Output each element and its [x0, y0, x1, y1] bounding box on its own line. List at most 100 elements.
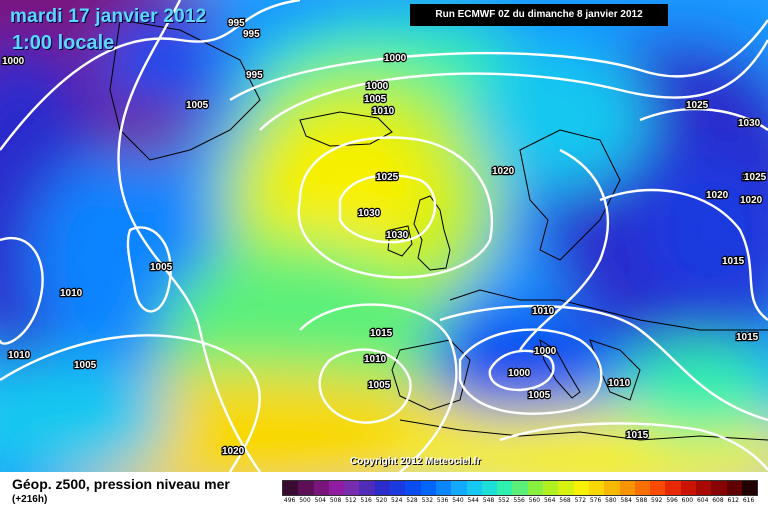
- isobar-label: 1010: [372, 106, 395, 117]
- ireland-coast: [387, 225, 413, 257]
- isobar-label: 1000: [534, 346, 557, 357]
- isobar-label: 1025: [376, 172, 399, 183]
- color-scale-swatch: [283, 481, 299, 495]
- color-scale-value: 512: [345, 497, 357, 504]
- isobar-labels: 995 995 995 1000 1000 1000 1005 1005 101…: [1, 17, 768, 458]
- isobar-label: 1030: [358, 208, 381, 219]
- color-scale-swatch: [313, 481, 329, 495]
- isobar-label: 1010: [608, 378, 631, 389]
- isobar-label: 1030: [738, 118, 761, 129]
- isobar-label: 1015: [626, 430, 649, 441]
- isobar-label: 995: [228, 18, 245, 29]
- color-scale-value: 560: [528, 497, 541, 504]
- color-scale-swatch: [466, 481, 482, 495]
- color-scale-swatch: [665, 481, 681, 495]
- color-scale-swatch: [741, 481, 758, 495]
- color-scale-value: 592: [651, 497, 663, 504]
- color-scale-swatch: [619, 481, 635, 495]
- isobar-label: 1015: [370, 328, 393, 339]
- color-scale-value: 612: [727, 497, 739, 504]
- color-scale-swatch: [558, 481, 574, 495]
- color-scale-swatch: [374, 481, 391, 495]
- color-scale-value: 528: [406, 497, 418, 504]
- color-scale-swatch: [711, 481, 727, 495]
- color-scale-swatch: [573, 481, 589, 495]
- model-run-label: Run ECMWF 0Z du dimanche 8 janvier 2012: [410, 4, 668, 26]
- isobar-label: 1020: [492, 166, 515, 177]
- color-scale-value: 524: [391, 497, 403, 504]
- color-scale-value: 588: [635, 497, 648, 504]
- africa-coast: [399, 419, 768, 441]
- color-scale-swatch: [650, 481, 666, 495]
- isobar-label: 1025: [742, 172, 765, 183]
- color-scale-swatch: [344, 481, 360, 495]
- isobar-label: 1015: [722, 256, 745, 267]
- geopotential-shading: [0, 0, 768, 472]
- isobar-label: 1025: [686, 100, 709, 111]
- copyright-notice: Copyright 2012 Meteociel.fr: [350, 456, 481, 467]
- legend-footer: Géop. z500, pression niveau mer (+216h) …: [0, 472, 768, 512]
- color-scale-swatch: [543, 481, 559, 495]
- color-scale-value: 584: [620, 497, 632, 504]
- color-scale-value: 516: [360, 497, 372, 504]
- legend-subtitle: (+216h): [12, 494, 48, 505]
- color-scale-value: 500: [299, 497, 311, 504]
- color-scale-swatch: [497, 481, 513, 495]
- color-scale-value: 540: [452, 497, 464, 504]
- color-scale-value: 580: [605, 497, 617, 504]
- isobar-label: 1005: [186, 100, 209, 111]
- isobar-label: 995: [246, 70, 263, 81]
- color-scale-value: 568: [559, 497, 571, 504]
- forecast-date: mardi 17 janvier 2012: [10, 6, 207, 27]
- isobar-label: 1005: [74, 360, 97, 371]
- color-scale-value: 532: [421, 497, 434, 504]
- color-scale-swatch: [451, 481, 467, 495]
- isobar-label: 1005: [528, 390, 551, 401]
- isobar-label: 1005: [150, 262, 173, 273]
- isobar-label: 1000: [2, 56, 25, 67]
- pressure-map: 995 995 995 1000 1000 1000 1005 1005 101…: [0, 0, 768, 472]
- isobar-label: 1000: [508, 368, 531, 379]
- color-scale-value: 496: [283, 497, 296, 504]
- isobar-label: 1020: [706, 190, 729, 201]
- color-scale-value: 508: [329, 497, 342, 504]
- color-scale-swatch: [435, 481, 452, 495]
- color-scale-value: 556: [513, 497, 525, 504]
- forecast-time: 1:00 locale: [12, 32, 115, 54]
- isobar-label: 1010: [364, 354, 387, 365]
- color-scale-value: 576: [589, 497, 602, 504]
- isobar-label: 1030: [386, 230, 409, 241]
- color-scale-swatch: [512, 481, 528, 495]
- color-scale-swatch: [298, 481, 314, 495]
- color-scale-labels: 496 500 504 508 512 516 520 524 528 532 536 540 544 5…: [282, 497, 756, 504]
- color-scale-swatch: [405, 481, 421, 495]
- color-scale-value: 544: [467, 497, 479, 504]
- color-scale-value: 504: [314, 497, 326, 504]
- color-scale-swatch: [481, 481, 498, 495]
- color-scale-swatch: [634, 481, 651, 495]
- color-scale-swatch: [588, 481, 605, 495]
- isobars: [0, 0, 768, 472]
- isobar-label: 1010: [60, 288, 83, 299]
- isobar-label: 1005: [368, 380, 391, 391]
- isobar-label: 1000: [366, 81, 389, 92]
- scandinavia-coast: [519, 129, 621, 261]
- color-scale-value: 572: [574, 497, 587, 504]
- color-scale-swatch: [680, 481, 697, 495]
- color-scale-value: 608: [712, 497, 724, 504]
- isobar-label: 1020: [740, 195, 763, 206]
- italy-coast: [539, 338, 581, 399]
- color-scale-value: 600: [681, 497, 694, 504]
- color-scale-swatch: [604, 481, 620, 495]
- legend-title: Géop. z500, pression niveau mer: [12, 476, 230, 492]
- color-scale-value: 616: [742, 497, 755, 504]
- color-scale-value: 520: [375, 497, 388, 504]
- color-scale-value: 564: [543, 497, 556, 504]
- isobar-label: 1010: [532, 306, 555, 317]
- color-scale: [282, 480, 758, 496]
- color-scale-value: 548: [482, 497, 495, 504]
- europe-coast: [449, 289, 768, 331]
- color-scale-swatch: [390, 481, 406, 495]
- isobar-label: 1005: [364, 94, 387, 105]
